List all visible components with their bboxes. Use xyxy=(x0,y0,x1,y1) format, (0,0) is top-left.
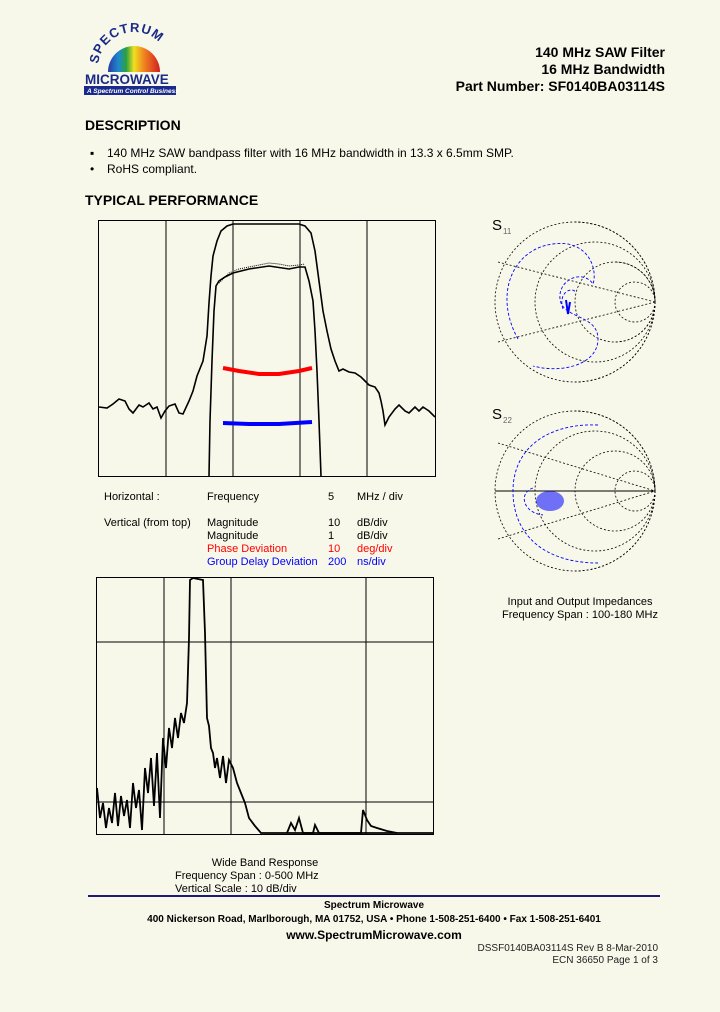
footer-company: Spectrum Microwave xyxy=(323,900,425,911)
s22-subscript: 22 xyxy=(503,416,512,425)
header-part-number: Part Number: SF0140BA03114S xyxy=(455,78,665,94)
smith-chart-s11: S 11 xyxy=(488,214,663,389)
description-heading: DESCRIPTION xyxy=(85,117,181,133)
smith-chart-s22: S 22 xyxy=(488,403,663,578)
footer-divider xyxy=(88,895,660,897)
narrowband-chart xyxy=(98,220,436,477)
company-logo: SPECTRUM MICROWAVE A Spectrum Control Bu… xyxy=(84,20,184,98)
document-ecn-page: ECN 36650 Page 1 of 3 xyxy=(552,955,658,966)
logo-tagline: A Spectrum Control Business xyxy=(86,88,179,95)
description-bullets: ▪ 140 MHz SAW bandpass filter with 16 MHz… xyxy=(90,145,514,177)
legend-group-delay: Group Delay Deviation 200 ns/div xyxy=(207,556,386,568)
footer-website[interactable]: www.SpectrumMicrowave.com xyxy=(286,928,462,942)
footer-address: 400 Nickerson Road, Marlborough, MA 0175… xyxy=(147,914,601,925)
s11-label: S xyxy=(492,217,502,234)
bullet-item: ▪ 140 MHz SAW bandpass filter with 16 MHz… xyxy=(90,146,514,160)
smith-caption: Input and Output Impedances Frequency Sp… xyxy=(502,596,658,621)
wideband-chart xyxy=(96,577,434,835)
logo-main-text: MICROWAVE xyxy=(85,72,169,87)
legend-magnitude-10: Vertical (from top) Magnitude 10 dB/div xyxy=(104,517,388,529)
document-id: DSSF0140BA03114S Rev B 8-Mar-2010 xyxy=(477,943,658,954)
document-header: 140 MHz SAW Filter 16 MHz Bandwidth Part… xyxy=(456,44,665,95)
s22-label: S xyxy=(492,406,502,423)
header-bandwidth: 16 MHz Bandwidth xyxy=(541,61,665,77)
performance-heading: TYPICAL PERFORMANCE xyxy=(85,192,259,208)
bullet-item: • RoHS compliant. xyxy=(90,162,198,176)
header-title: 140 MHz SAW Filter xyxy=(535,44,665,60)
legend-horizontal: Horizontal : Frequency 5 MHz / div xyxy=(104,491,403,503)
wideband-caption: Wide Band Response Frequency Span : 0-50… xyxy=(175,857,319,895)
legend-magnitude-1: Magnitude 1 dB/div xyxy=(207,530,388,542)
legend-phase-deviation: Phase Deviation 10 deg/div xyxy=(207,543,393,555)
chart-legend: Horizontal : Frequency 5 MHz / div Verti… xyxy=(104,491,403,569)
s11-subscript: 11 xyxy=(503,227,512,236)
